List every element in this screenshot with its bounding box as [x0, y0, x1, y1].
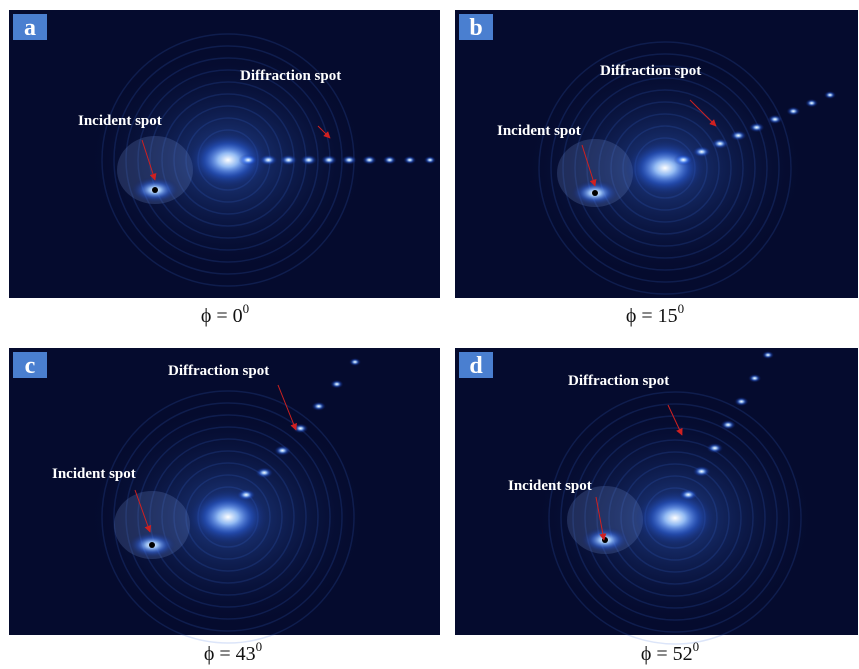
diffraction-spot — [720, 420, 735, 430]
panel-letter: c — [25, 353, 36, 379]
diffraction-spot — [768, 115, 783, 124]
diffraction-spot — [349, 358, 361, 366]
caption-sup: 0 — [693, 639, 700, 654]
diffraction-spot — [749, 123, 765, 133]
diffraction-spot — [824, 91, 836, 99]
panel-letter: a — [24, 15, 36, 41]
diffraction-spot — [330, 380, 343, 389]
caption-text: ϕ = 15 — [626, 305, 678, 327]
caption-sup: 0 — [678, 301, 685, 316]
diffraction-spot — [762, 351, 774, 359]
diffraction-spot — [403, 156, 416, 164]
main-spot — [635, 490, 715, 546]
diffraction-spot — [280, 155, 298, 166]
diffraction-spot — [239, 154, 258, 166]
diffraction-spot — [342, 155, 357, 165]
diffraction-spot — [693, 146, 711, 157]
diffraction-spot — [748, 374, 761, 383]
caption-sup: 0 — [256, 639, 263, 654]
diffraction-label: Diffraction spot — [240, 68, 341, 84]
caption-text: ϕ = 43 — [204, 643, 256, 665]
incident-core — [602, 537, 608, 543]
incident-label: Incident spot — [78, 113, 162, 129]
panel-letter: d — [469, 353, 483, 379]
diffraction-spot — [707, 443, 724, 453]
diffraction-spot — [679, 489, 698, 500]
diffraction-spot — [237, 489, 256, 500]
incident-label: Incident spot — [497, 123, 581, 139]
caption-text: ϕ = 0 — [201, 305, 243, 327]
diffraction-spot — [805, 99, 818, 107]
panel: b Diffraction spot Incident spot ϕ = 150 — [455, 10, 858, 327]
diffraction-spot — [259, 154, 277, 165]
caption: ϕ = 430 — [204, 639, 262, 665]
diffraction-spot — [312, 402, 326, 411]
diffraction-spot — [674, 154, 693, 166]
figure: aDiffraction spotIncident spotϕ = 00bDif… — [0, 0, 859, 669]
main-spot — [625, 140, 705, 196]
caption: ϕ = 150 — [626, 301, 684, 327]
diffraction-spot — [786, 107, 800, 116]
diffraction-label: Diffraction spot — [168, 363, 269, 379]
diffraction-spot — [730, 130, 746, 140]
incident-core — [152, 187, 158, 193]
caption-sup: 0 — [243, 301, 250, 316]
incident-core — [149, 542, 155, 548]
main-spot — [188, 489, 268, 545]
diffraction-spot — [321, 155, 337, 165]
diffraction-spot — [693, 466, 711, 477]
diffraction-spot — [424, 156, 436, 164]
diffraction-spot — [734, 397, 748, 406]
caption: ϕ = 520 — [641, 639, 699, 665]
diffraction-label: Diffraction spot — [568, 373, 669, 389]
incident-label: Incident spot — [508, 478, 592, 494]
diffraction-label: Diffraction spot — [600, 63, 701, 79]
diffraction-spot — [300, 155, 317, 165]
panel: c Diffraction spot Incident spot ϕ = 430 — [9, 348, 440, 665]
caption: ϕ = 00 — [201, 301, 249, 327]
incident-label: Incident spot — [52, 466, 136, 482]
panel: a Diffraction spot Incident spot ϕ = 00 — [9, 10, 440, 327]
caption-text: ϕ = 52 — [641, 643, 693, 665]
panel: d Diffraction spot Incident spot ϕ = 520 — [455, 348, 858, 665]
diffraction-spot — [255, 467, 273, 478]
diffraction-spot — [383, 156, 397, 165]
diffraction-spot — [274, 445, 291, 455]
panel-letter: b — [469, 15, 482, 41]
incident-core — [592, 190, 598, 196]
diffraction-spot — [711, 138, 728, 149]
diffraction-spot — [362, 155, 376, 164]
